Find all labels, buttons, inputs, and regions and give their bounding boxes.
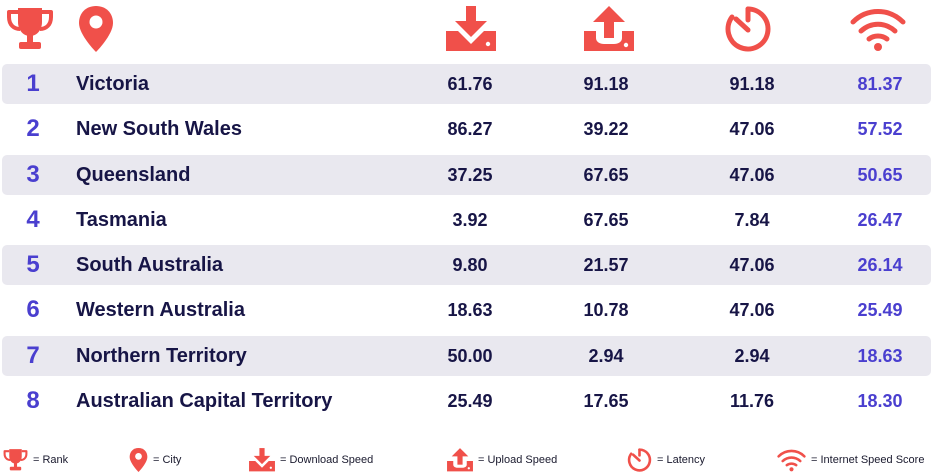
table-row: 8 Australian Capital Territory 25.49 17.… <box>2 381 931 421</box>
download-value: 9.80 <box>452 255 488 275</box>
download-value: 25.49 <box>447 391 493 411</box>
table-row: 3 Queensland 37.25 67.65 47.06 50.65 <box>2 155 931 195</box>
score-value: 25.49 <box>857 300 903 320</box>
upload-value: 10.78 <box>583 300 629 320</box>
download-value: 18.63 <box>447 300 493 320</box>
region-name: Queensland <box>76 164 191 186</box>
legend-item-latency: = Latency <box>626 446 705 474</box>
region-name: New South Wales <box>76 118 242 140</box>
table-row: 4 Tasmania 3.92 67.65 7.84 26.47 <box>2 200 931 240</box>
table-row: 6 Western Australia 18.63 10.78 47.06 25… <box>2 290 931 330</box>
download-icon <box>248 447 276 473</box>
rank-number: 4 <box>26 206 40 233</box>
region-name: South Australia <box>76 254 224 276</box>
legend-item-rank: = Rank <box>2 446 68 474</box>
upload-value: 91.18 <box>583 74 629 94</box>
rank-number: 5 <box>26 251 40 278</box>
legend-item-score: = Internet Speed Score <box>776 446 924 474</box>
latency-value: 47.06 <box>729 165 775 185</box>
wifi-icon <box>848 4 908 54</box>
upload-value: 17.65 <box>583 391 629 411</box>
location-pin-icon <box>128 447 149 473</box>
upload-value: 2.94 <box>588 346 624 366</box>
latency-timer-icon <box>722 4 774 54</box>
trophy-icon <box>4 4 56 54</box>
score-value: 18.30 <box>857 391 903 411</box>
rank-number: 3 <box>26 161 40 188</box>
latency-timer-icon <box>626 447 653 473</box>
download-value: 37.25 <box>447 165 493 185</box>
download-icon <box>444 4 498 54</box>
upload-icon <box>582 4 636 54</box>
rank-number: 1 <box>26 70 40 97</box>
latency-value: 47.06 <box>729 300 775 320</box>
rank-number: 8 <box>26 387 40 414</box>
region-name: Northern Territory <box>76 345 247 367</box>
download-value: 3.92 <box>452 210 488 230</box>
region-name: Western Australia <box>76 299 245 321</box>
legend-item-city: = City <box>128 446 181 474</box>
score-value: 57.52 <box>857 119 903 139</box>
latency-value: 11.76 <box>729 391 775 411</box>
rank-number: 2 <box>26 115 40 142</box>
table-row: 7 Northern Territory 50.00 2.94 2.94 18.… <box>2 336 931 376</box>
table-row: 2 New South Wales 86.27 39.22 47.06 57.5… <box>2 109 931 149</box>
score-value: 18.63 <box>857 346 903 366</box>
latency-value: 7.84 <box>734 210 770 230</box>
region-name: Victoria <box>76 73 149 95</box>
legend-item-upload: = Upload Speed <box>446 446 557 474</box>
upload-value: 39.22 <box>583 119 629 139</box>
legend-label: = Rank <box>33 454 69 466</box>
table-row: 5 South Australia 9.80 21.57 47.06 26.14 <box>2 245 931 285</box>
legend-label: = City <box>153 454 182 466</box>
legend-label: = Download Speed <box>280 454 374 466</box>
wifi-icon <box>776 447 807 473</box>
rank-number: 6 <box>26 296 40 323</box>
legend-item-download: = Download Speed <box>248 446 373 474</box>
upload-value: 67.65 <box>583 165 629 185</box>
legend-label: = Upload Speed <box>478 454 558 466</box>
score-value: 50.65 <box>857 165 903 185</box>
download-value: 50.00 <box>447 346 493 366</box>
latency-value: 47.06 <box>729 119 775 139</box>
latency-value: 2.94 <box>734 346 770 366</box>
upload-value: 67.65 <box>583 210 629 230</box>
download-value: 61.76 <box>447 74 493 94</box>
score-value: 26.47 <box>857 210 903 230</box>
legend-label: = Latency <box>657 454 706 466</box>
table-row: 1 Victoria 61.76 91.18 91.18 81.37 <box>2 64 931 104</box>
legend-label: = Internet Speed Score <box>811 454 925 466</box>
latency-value: 91.18 <box>729 74 775 94</box>
trophy-icon <box>2 447 29 473</box>
download-value: 86.27 <box>447 119 493 139</box>
latency-value: 47.06 <box>729 255 775 275</box>
upload-icon <box>446 447 474 473</box>
rank-number: 7 <box>26 342 40 369</box>
score-value: 81.37 <box>857 74 903 94</box>
score-value: 26.14 <box>857 255 903 275</box>
region-name: Australian Capital Territory <box>76 390 333 412</box>
location-pin-icon <box>76 4 116 54</box>
upload-value: 21.57 <box>583 255 629 275</box>
region-name: Tasmania <box>76 209 167 231</box>
